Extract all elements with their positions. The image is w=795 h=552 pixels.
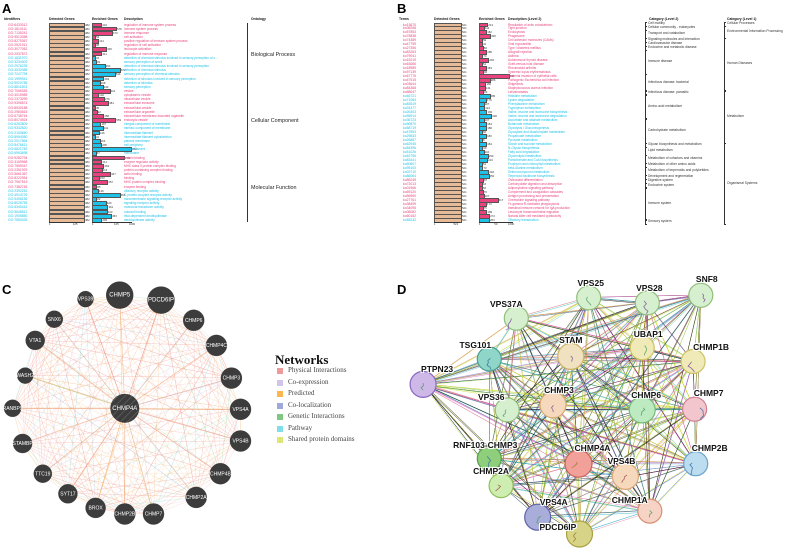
- svg-text:CHMP2A: CHMP2A: [186, 495, 208, 501]
- svg-text:CHMP7: CHMP7: [145, 512, 163, 518]
- svg-text:VPS4B: VPS4B: [232, 439, 249, 445]
- svg-text:SYT17: SYT17: [60, 491, 76, 497]
- svg-text:CHMP4B: CHMP4B: [210, 471, 232, 477]
- svg-text:BROX: BROX: [89, 506, 104, 512]
- svg-text:STAMBP: STAMBP: [12, 441, 33, 447]
- svg-text:WASH2: WASH2: [16, 373, 34, 379]
- svg-text:CHMP2B: CHMP2B: [114, 512, 136, 518]
- svg-text:CHMP5: CHMP5: [109, 293, 131, 299]
- svg-text:TTC19: TTC19: [35, 471, 51, 477]
- svg-text:RANBP9: RANBP9: [3, 406, 23, 412]
- svg-text:VTA1: VTA1: [29, 338, 41, 344]
- svg-text:CHMP6: CHMP6: [185, 318, 203, 324]
- svg-text:SNX6: SNX6: [48, 317, 61, 323]
- svg-text:CHMP3: CHMP3: [223, 376, 241, 382]
- svg-text:VPS4A: VPS4A: [232, 407, 249, 413]
- svg-text:CHMP4C: CHMP4C: [206, 343, 228, 349]
- svg-text:PDCD6IP: PDCD6IP: [148, 298, 174, 304]
- svg-text:VPS39: VPS39: [78, 297, 94, 303]
- svg-text:CHMP4A: CHMP4A: [112, 406, 137, 412]
